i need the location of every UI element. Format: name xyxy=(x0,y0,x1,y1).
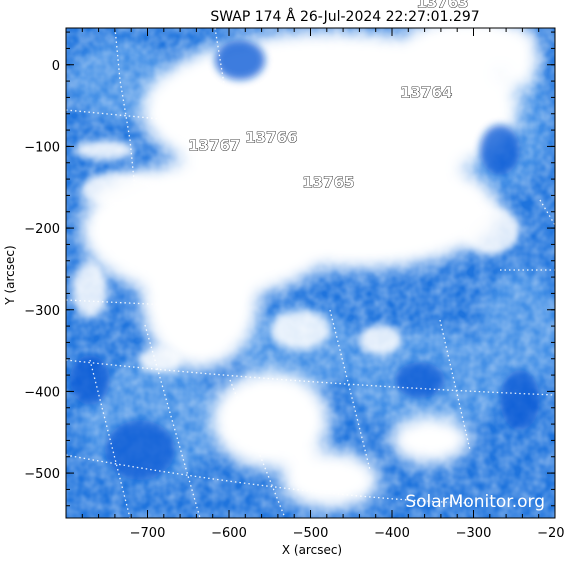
x-tick-label: −600 xyxy=(211,526,247,541)
active-region-label: 13766 xyxy=(245,128,297,146)
y-tick-label: −100 xyxy=(24,140,60,155)
x-tick-label: −400 xyxy=(374,526,410,541)
image-title: SWAP 174 Å 26-Jul-2024 22:27:01.297 xyxy=(210,8,479,25)
y-tick-label: −200 xyxy=(24,222,60,237)
active-region-label: 13767 xyxy=(188,137,240,155)
y-tick-label: −400 xyxy=(24,385,60,400)
active-region-label: 13764 xyxy=(400,83,452,101)
y-tick-label: −300 xyxy=(24,304,60,319)
y-tick-label: −500 xyxy=(24,467,60,482)
y-tick-label: 0 xyxy=(52,59,60,74)
watermark-text: SolarMonitor.org xyxy=(405,492,545,512)
active-region-labels: 13763 13764 13766 13767 13765 xyxy=(188,0,469,192)
x-tick-label: −300 xyxy=(456,526,492,541)
x-axis-title: X (arcsec) xyxy=(282,543,342,557)
x-tick-label: −500 xyxy=(293,526,329,541)
euv-image xyxy=(66,28,555,518)
y-axis: 0 −100 −200 −300 −400 −500 xyxy=(24,31,555,507)
x-axis: −700 −600 −500 −400 −300 −200 xyxy=(65,28,564,541)
y-axis-title: Y (arcsec) xyxy=(3,245,17,305)
active-region-label: 13763 xyxy=(416,0,468,12)
x-tick-label: −700 xyxy=(130,526,166,541)
x-tick-label: −200 xyxy=(537,526,564,541)
active-region-label: 13765 xyxy=(302,173,354,191)
